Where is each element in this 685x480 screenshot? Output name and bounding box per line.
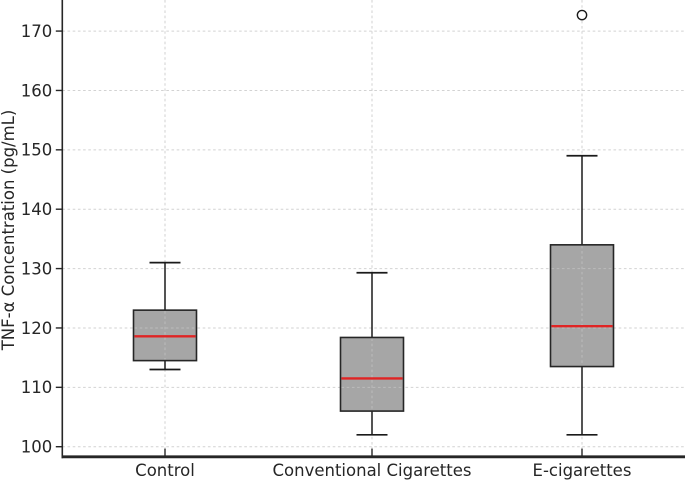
box-edge (339, 336, 405, 412)
y-tick-label: 120 (21, 319, 53, 338)
x-tick-label: E-cigarettes (533, 461, 632, 480)
box-group-conventional-cigarettes (339, 271, 405, 436)
whiskers (566, 154, 598, 436)
y-tick-label: 160 (21, 81, 53, 100)
y-tick-label: 150 (21, 141, 53, 160)
box-edge (549, 244, 615, 368)
y-tick-label: 110 (21, 378, 53, 397)
y-axis-label: TNF-α Concentration (pg/mL) (0, 110, 18, 352)
labels: 100 110 120 130 140 150 160 170 Control Conventio… (0, 22, 631, 480)
y-tick-label: 140 (21, 200, 53, 219)
box-group-control (132, 261, 198, 371)
whiskers (149, 261, 181, 371)
grid-over-box (341, 338, 403, 411)
y-tick-label: 170 (21, 22, 53, 41)
x-tick-label: Conventional Cigarettes (273, 461, 472, 480)
y-tick-label: 100 (21, 438, 53, 457)
boxes (132, 9, 615, 436)
axes (55, 0, 685, 459)
y-tick-label: 130 (21, 259, 53, 278)
grid-over-box (551, 245, 613, 366)
outlier-point (576, 9, 588, 21)
box-group-e-cigarettes (549, 9, 615, 436)
box-edge (132, 309, 198, 362)
whiskers (356, 271, 388, 436)
box-iqr (340, 337, 404, 412)
x-tick-label: Control (135, 461, 195, 480)
